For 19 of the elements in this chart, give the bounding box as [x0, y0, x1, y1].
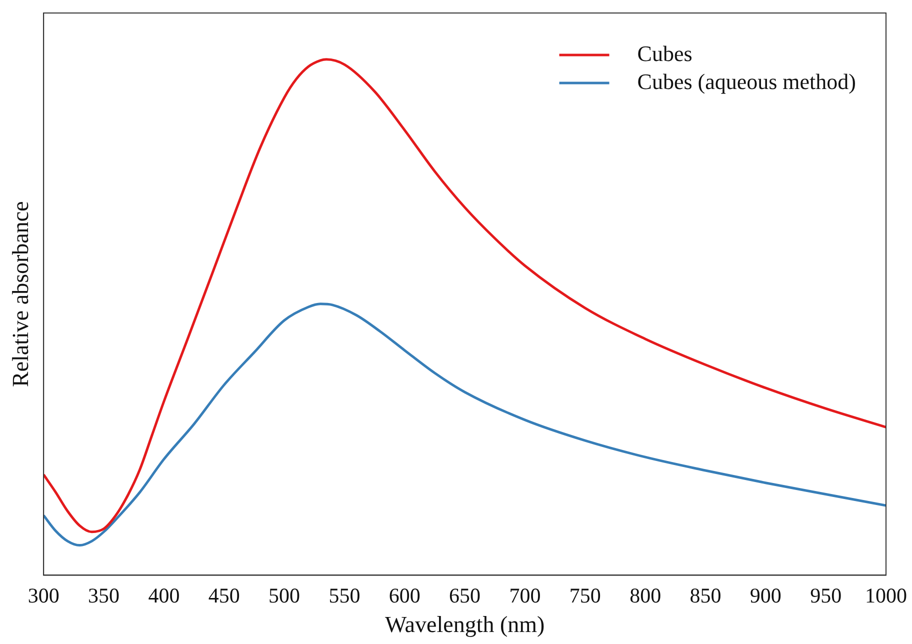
- x-tick-label: 950: [810, 583, 842, 608]
- x-tick-label: 400: [148, 583, 180, 608]
- x-tick-label: 450: [208, 583, 240, 608]
- x-tick-label: 750: [569, 583, 601, 608]
- x-tick-label: 550: [328, 583, 360, 608]
- x-tick-label: 800: [630, 583, 662, 608]
- legend-label: Cubes (aqueous method): [637, 68, 856, 94]
- legend-label: Cubes: [637, 40, 692, 66]
- x-tick-label: 850: [690, 583, 722, 608]
- x-tick-label: 900: [750, 583, 782, 608]
- x-tick-label: 650: [449, 583, 481, 608]
- x-tick-label: 350: [88, 583, 120, 608]
- x-axis-title: Wavelength (nm): [384, 612, 545, 638]
- x-tick-label: 1000: [865, 583, 907, 608]
- x-tick-label: 300: [28, 583, 60, 608]
- x-tick-label: 600: [388, 583, 420, 608]
- y-axis-title: Relative absorbance: [8, 201, 33, 388]
- x-tick-label: 700: [509, 583, 541, 608]
- x-tick-label: 500: [268, 583, 300, 608]
